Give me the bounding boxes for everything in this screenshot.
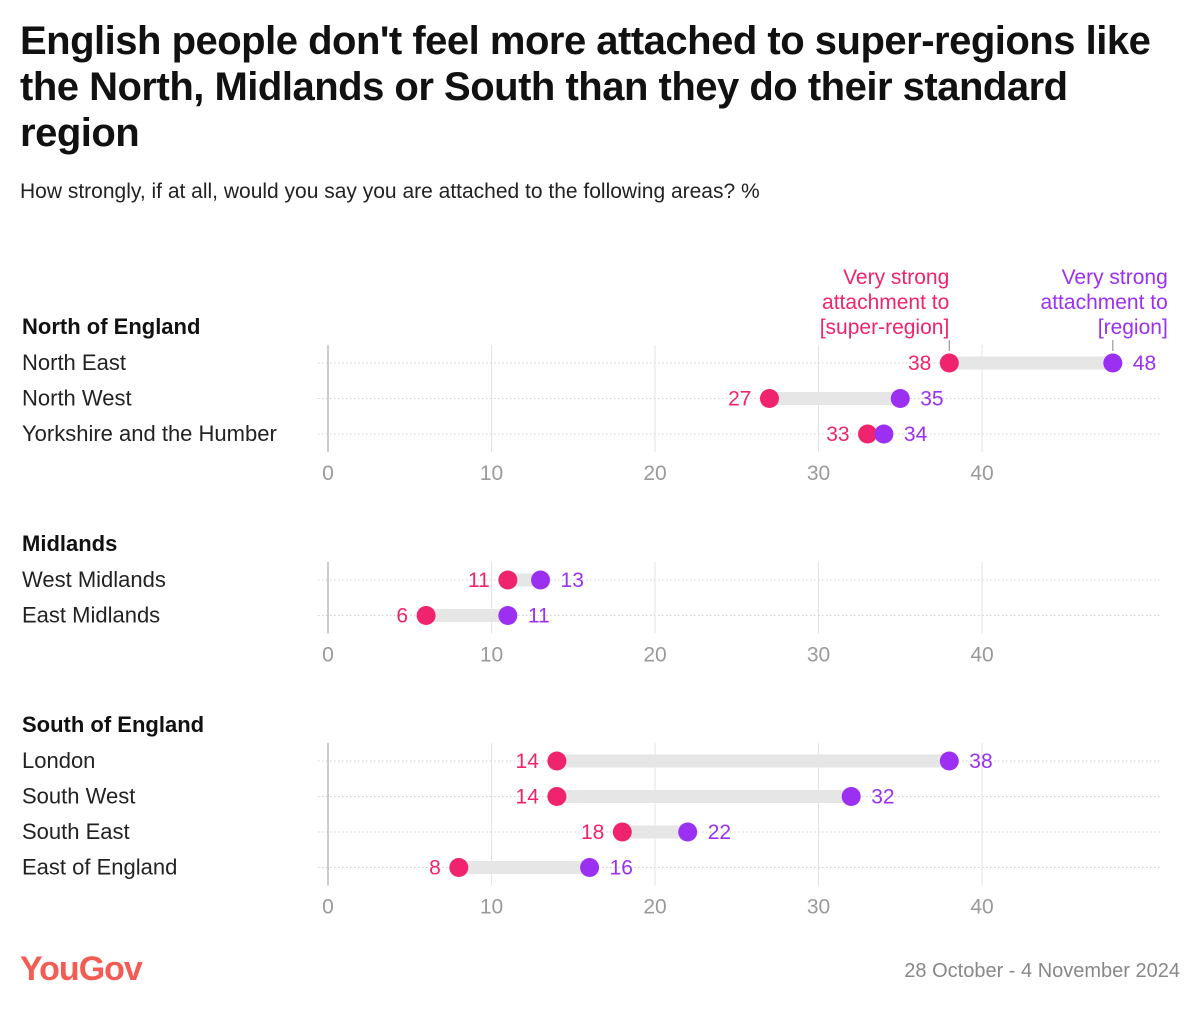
group-label: North of England (22, 314, 200, 339)
region-value: 38 (969, 750, 992, 773)
row-label: South East (22, 819, 130, 844)
super-region-dot (498, 570, 518, 590)
region-dot (678, 822, 698, 842)
region-value: 32 (871, 786, 894, 809)
x-tick-label: 40 (970, 896, 993, 919)
region-value: 34 (904, 423, 928, 446)
x-tick-label: 0 (322, 644, 334, 667)
x-tick-label: 0 (322, 896, 334, 919)
row-label: West Midlands (22, 567, 166, 592)
region-value: 48 (1133, 352, 1156, 375)
super-region-dot (416, 606, 436, 625)
region-dot (580, 858, 600, 877)
super-region-dot (612, 822, 632, 842)
region-value: 22 (708, 821, 731, 844)
x-tick-label: 10 (480, 644, 503, 667)
row-label: East Midlands (22, 603, 160, 628)
legend-text: [super-region] (820, 316, 950, 339)
region-value: 13 (561, 569, 584, 592)
row-label: East of England (22, 855, 177, 880)
legend-text: attachment to (822, 291, 949, 314)
row-label: North West (22, 386, 132, 411)
legend-text: [region] (1098, 316, 1168, 339)
yougov-logo: YouGov (20, 950, 143, 988)
region-dot (874, 424, 894, 444)
x-tick-label: 10 (480, 896, 503, 919)
super-region-value: 11 (468, 569, 490, 592)
super-region-value: 14 (516, 786, 540, 809)
super-region-value: 8 (429, 857, 441, 880)
region-dot (939, 751, 959, 771)
region-value: 11 (528, 605, 550, 628)
super-region-value: 6 (396, 605, 408, 628)
x-tick-label: 30 (807, 462, 830, 485)
dumbbell-chart: North of England North East 38 48 North West… (22, 266, 1168, 919)
row-label: London (22, 748, 95, 773)
legend-text: attachment to (1041, 291, 1168, 314)
super-region-dot (858, 424, 878, 444)
region-value: 35 (920, 388, 943, 411)
region-dot (1103, 353, 1123, 373)
super-region-dot (759, 389, 779, 408)
fieldwork-date: 28 October - 4 November 2024 (904, 960, 1180, 982)
row-label: North East (22, 350, 126, 375)
region-dot (841, 787, 861, 806)
row-label: South West (22, 784, 135, 809)
group-label: South of England (22, 712, 204, 737)
super-region-value: 18 (581, 821, 604, 844)
row-label: Yorkshire and the Humber (22, 421, 277, 446)
chart-title: English people don't feel more attached … (20, 19, 1151, 155)
group-label: Midlands (22, 531, 117, 556)
region-dot (890, 389, 910, 408)
region-value: 16 (610, 857, 633, 880)
super-region-value: 38 (908, 352, 931, 375)
super-region-value: 33 (826, 423, 849, 446)
x-tick-label: 40 (970, 644, 993, 667)
super-region-dot (449, 858, 469, 877)
super-region-dot (939, 353, 959, 373)
x-tick-label: 30 (807, 644, 830, 667)
x-tick-label: 20 (643, 896, 666, 919)
x-tick-label: 10 (480, 462, 503, 485)
x-tick-label: 20 (643, 644, 666, 667)
super-region-value: 14 (516, 750, 540, 773)
region-dot (498, 606, 518, 625)
x-tick-label: 20 (643, 462, 666, 485)
x-tick-label: 30 (807, 896, 830, 919)
super-region-dot (547, 787, 567, 806)
chart-subtitle: How strongly, if at all, would you say y… (20, 180, 760, 203)
legend-text: Very strong (843, 266, 949, 289)
region-dot (531, 570, 551, 590)
x-tick-label: 0 (322, 462, 334, 485)
x-tick-label: 40 (970, 462, 993, 485)
super-region-dot (547, 751, 567, 771)
super-region-value: 27 (728, 388, 751, 411)
legend-text: Very strong (1062, 266, 1168, 289)
